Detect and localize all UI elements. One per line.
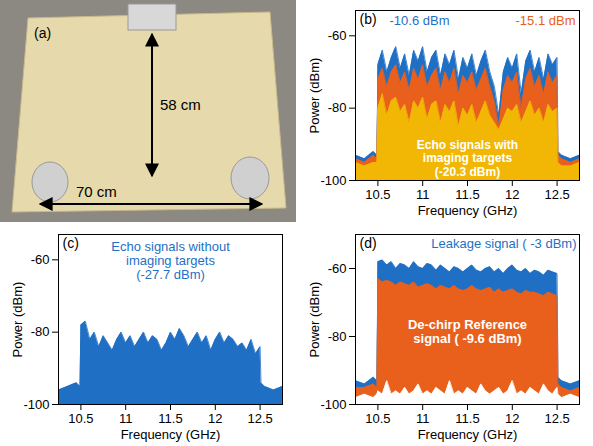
svg-text:Power (dBm): Power (dBm): [307, 282, 322, 358]
svg-text:Frequency (GHz): Frequency (GHz): [121, 427, 221, 442]
svg-text:Power (dBm): Power (dBm): [307, 58, 322, 134]
svg-text:-60: -60: [31, 252, 50, 267]
svg-text:(a): (a): [34, 25, 51, 41]
svg-text:11.5: 11.5: [158, 411, 182, 426]
svg-text:Leakage signal ( -3 dBm): Leakage signal ( -3 dBm): [431, 236, 576, 251]
svg-text:-80: -80: [328, 329, 347, 344]
svg-text:10.5: 10.5: [365, 411, 390, 426]
svg-text:Echo signals withoutimaging ta: Echo signals withoutimaging targets(-27.…: [111, 239, 230, 283]
svg-text:Power (dBm): Power (dBm): [10, 282, 25, 358]
svg-text:11: 11: [416, 187, 430, 202]
svg-text:70 cm: 70 cm: [76, 183, 117, 200]
svg-text:Echo signals withimaging targe: Echo signals withimaging targets(-20.3 d…: [417, 138, 518, 178]
svg-text:-60: -60: [328, 261, 347, 276]
svg-text:10.5: 10.5: [365, 187, 390, 202]
svg-text:(c): (c): [63, 235, 79, 251]
svg-text:12: 12: [208, 411, 222, 426]
svg-text:Frequency (GHz): Frequency (GHz): [418, 427, 518, 442]
svg-text:10.5: 10.5: [68, 411, 93, 426]
svg-text:-60: -60: [328, 28, 347, 43]
svg-text:12.5: 12.5: [247, 411, 272, 426]
svg-text:(b): (b): [360, 11, 377, 27]
svg-text:12.5: 12.5: [544, 187, 569, 202]
svg-text:11: 11: [119, 411, 133, 426]
svg-text:11: 11: [416, 411, 430, 426]
svg-text:Frequency (GHz): Frequency (GHz): [418, 203, 518, 218]
svg-text:(d): (d): [360, 235, 377, 251]
svg-text:-10.6 dBm: -10.6 dBm: [390, 13, 450, 28]
svg-text:12.5: 12.5: [544, 411, 569, 426]
svg-text:De-chirp Referencesignal ( -9.: De-chirp Referencesignal ( -9.6 dBm): [408, 317, 527, 346]
svg-text:-100: -100: [320, 173, 346, 188]
svg-text:-80: -80: [31, 324, 50, 339]
svg-text:11.5: 11.5: [455, 187, 479, 202]
svg-text:-100: -100: [320, 397, 346, 412]
svg-text:-80: -80: [328, 100, 347, 115]
svg-text:-100: -100: [23, 397, 49, 412]
svg-text:58 cm: 58 cm: [160, 96, 201, 113]
svg-text:-15.1 dBm: -15.1 dBm: [516, 13, 576, 28]
svg-text:11.5: 11.5: [455, 411, 479, 426]
svg-text:12: 12: [505, 187, 519, 202]
svg-text:12: 12: [505, 411, 519, 426]
